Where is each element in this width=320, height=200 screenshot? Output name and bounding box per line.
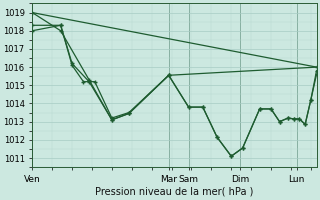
X-axis label: Pression niveau de la mer( hPa ): Pression niveau de la mer( hPa ): [95, 187, 253, 197]
